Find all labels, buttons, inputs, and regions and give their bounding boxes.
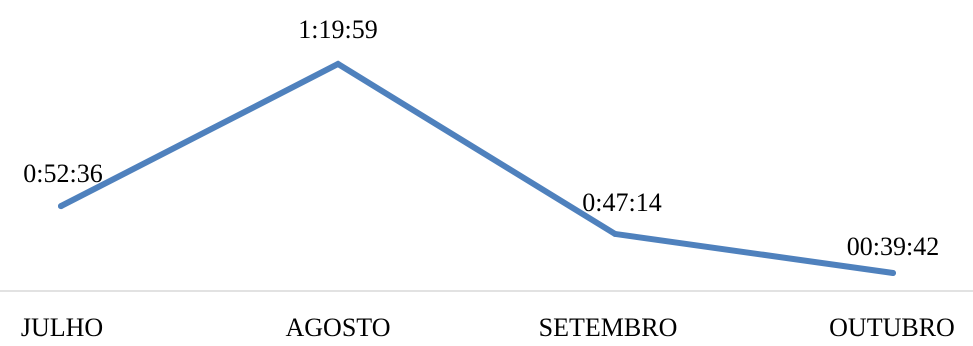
- data-label: 00:39:42: [847, 232, 939, 261]
- data-point: [890, 270, 896, 276]
- data-label: 1:19:59: [298, 15, 377, 44]
- x-tick-label: SETEMBRO: [539, 313, 678, 341]
- series-line: [58, 60, 896, 276]
- x-tick-label: OUTUBRO: [829, 313, 955, 341]
- data-point: [335, 61, 341, 67]
- data-point: [612, 230, 618, 237]
- data-point: [58, 203, 64, 210]
- x-tick-label: AGOSTO: [286, 313, 391, 341]
- data-labels: 0:52:36 1:19:59 0:47:14 00:39:42: [23, 15, 939, 261]
- x-tick-labels: JULHO AGOSTO SETEMBRO OUTUBRO: [21, 313, 955, 342]
- data-label: 0:52:36: [23, 159, 102, 188]
- data-label: 0:47:14: [582, 188, 661, 217]
- x-tick-label: JULHO: [21, 313, 103, 341]
